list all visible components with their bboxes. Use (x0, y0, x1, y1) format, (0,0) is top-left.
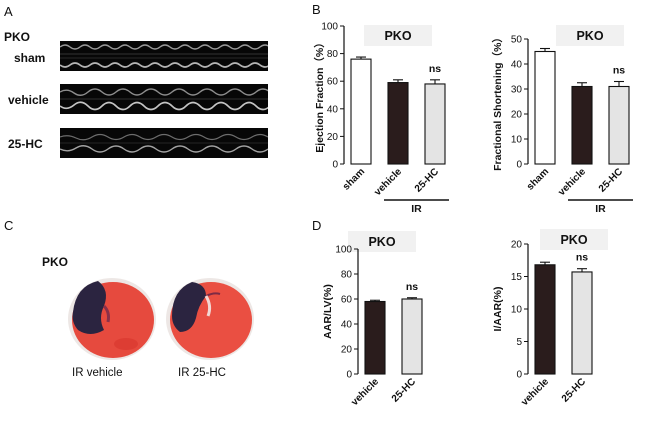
category-label: vehicle (556, 166, 588, 198)
bar-vehicle (364, 300, 386, 375)
bar-25hc (424, 83, 446, 165)
chart-title: PKO (368, 235, 395, 249)
category-label: vehicle (519, 376, 551, 408)
chart-title-box (540, 229, 608, 250)
category-label: 25-HC (390, 376, 418, 404)
y-tick-label: 80 (341, 270, 353, 281)
bar-vehicle (571, 85, 593, 165)
panel-letter-b: B (312, 2, 321, 17)
y-tick-label: 0 (332, 160, 338, 171)
y-tick-label: 80 (327, 49, 339, 60)
chart-title: PKO (576, 29, 603, 43)
y-tick-label: 40 (327, 104, 339, 115)
group-label: IR (595, 203, 606, 215)
category-label: sham (525, 166, 551, 192)
y-tick-label: 40 (341, 320, 353, 331)
category-label: vehicle (372, 166, 404, 198)
fractional-shortening-chart: PKO 0 10 20 30 40 50 Fractional Shortening（%） sh… (491, 25, 633, 215)
y-tick-label: 20 (511, 240, 523, 251)
bar-vehicle (387, 82, 409, 165)
chart-title-box (364, 25, 432, 46)
heart-caption-ir-vehicle: IR vehicle (72, 367, 123, 379)
y-axis-label: Ejection Fraction（%） (313, 37, 326, 153)
group-label: IR (411, 203, 422, 215)
echo-row-label-vehicle: vehicle (8, 93, 49, 107)
y-axis-label: AAR/LV(%) (322, 284, 334, 339)
category-label: 25-HC (413, 166, 441, 194)
panel-a-group-label: PKO (4, 30, 31, 44)
y-tick-label: 20 (511, 110, 523, 121)
category-label: vehicle (349, 376, 381, 408)
chart-title: PKO (560, 233, 587, 247)
category-label: 25-HC (597, 166, 625, 194)
category-label: sham (341, 166, 367, 192)
y-tick-label: 10 (511, 135, 523, 146)
i-aar-chart: PKO 0 5 10 15 20 I/AAR(%) vehicle 25-HC ns (492, 229, 608, 408)
y-tick-label: 10 (511, 305, 523, 316)
y-tick-label: 40 (511, 60, 523, 71)
heart-slice-ir-25hc (162, 272, 258, 369)
bar-25hc (571, 271, 593, 375)
y-tick-label: 15 (511, 272, 523, 283)
significance-label: ns (406, 281, 418, 293)
y-axis-label: I/AAR(%) (492, 287, 504, 332)
y-tick-label: 20 (341, 345, 353, 356)
aar-lv-chart: PKO 0 20 40 60 80 100 AAR/LV(%) vehicle 25-HC ns (322, 231, 423, 408)
echo-image-sham (60, 41, 268, 71)
echo-row-label-sham: sham (14, 51, 46, 65)
ejection-fraction-chart: PKO 0 20 40 60 80 100 Ejection Fraction（%） sham v… (313, 22, 449, 215)
y-tick-label: 60 (327, 77, 339, 88)
y-tick-label: 0 (516, 160, 522, 171)
significance-label: ns (429, 63, 441, 75)
y-tick-label: 0 (346, 370, 352, 381)
y-tick-label: 5 (516, 337, 522, 348)
bar-25hc (401, 298, 423, 375)
echo-image-25hc (60, 128, 268, 158)
y-tick-label: 50 (511, 35, 523, 46)
panel-c-group-label: PKO (42, 255, 69, 269)
chart-title-box (556, 25, 624, 46)
panel-letter-d: D (312, 218, 322, 233)
y-tick-label: 100 (321, 22, 338, 33)
panel-letter-c: C (4, 218, 14, 233)
heart-caption-ir-25hc: IR 25-HC (178, 367, 226, 379)
y-tick-label: 20 (327, 132, 339, 143)
y-tick-label: 100 (335, 245, 352, 256)
category-label: 25-HC (560, 376, 588, 404)
significance-label: ns (576, 252, 588, 264)
bar-vehicle (534, 264, 556, 375)
y-tick-label: 30 (511, 85, 523, 96)
y-tick-label: 0 (516, 370, 522, 381)
y-tick-label: 60 (341, 295, 353, 306)
bar-sham (350, 58, 372, 165)
bar-sham (534, 50, 556, 165)
heart-slice-ir-vehicle (64, 272, 160, 369)
echo-image-vehicle (60, 84, 268, 114)
bar-25hc (608, 85, 630, 165)
echo-row-label-25hc: 25-HC (8, 137, 43, 151)
panel-letter-a: A (4, 4, 13, 19)
chart-title-box (348, 231, 416, 252)
significance-label: ns (613, 65, 625, 77)
chart-title: PKO (384, 29, 411, 43)
y-axis-label: Fractional Shortening（%） (491, 32, 504, 171)
